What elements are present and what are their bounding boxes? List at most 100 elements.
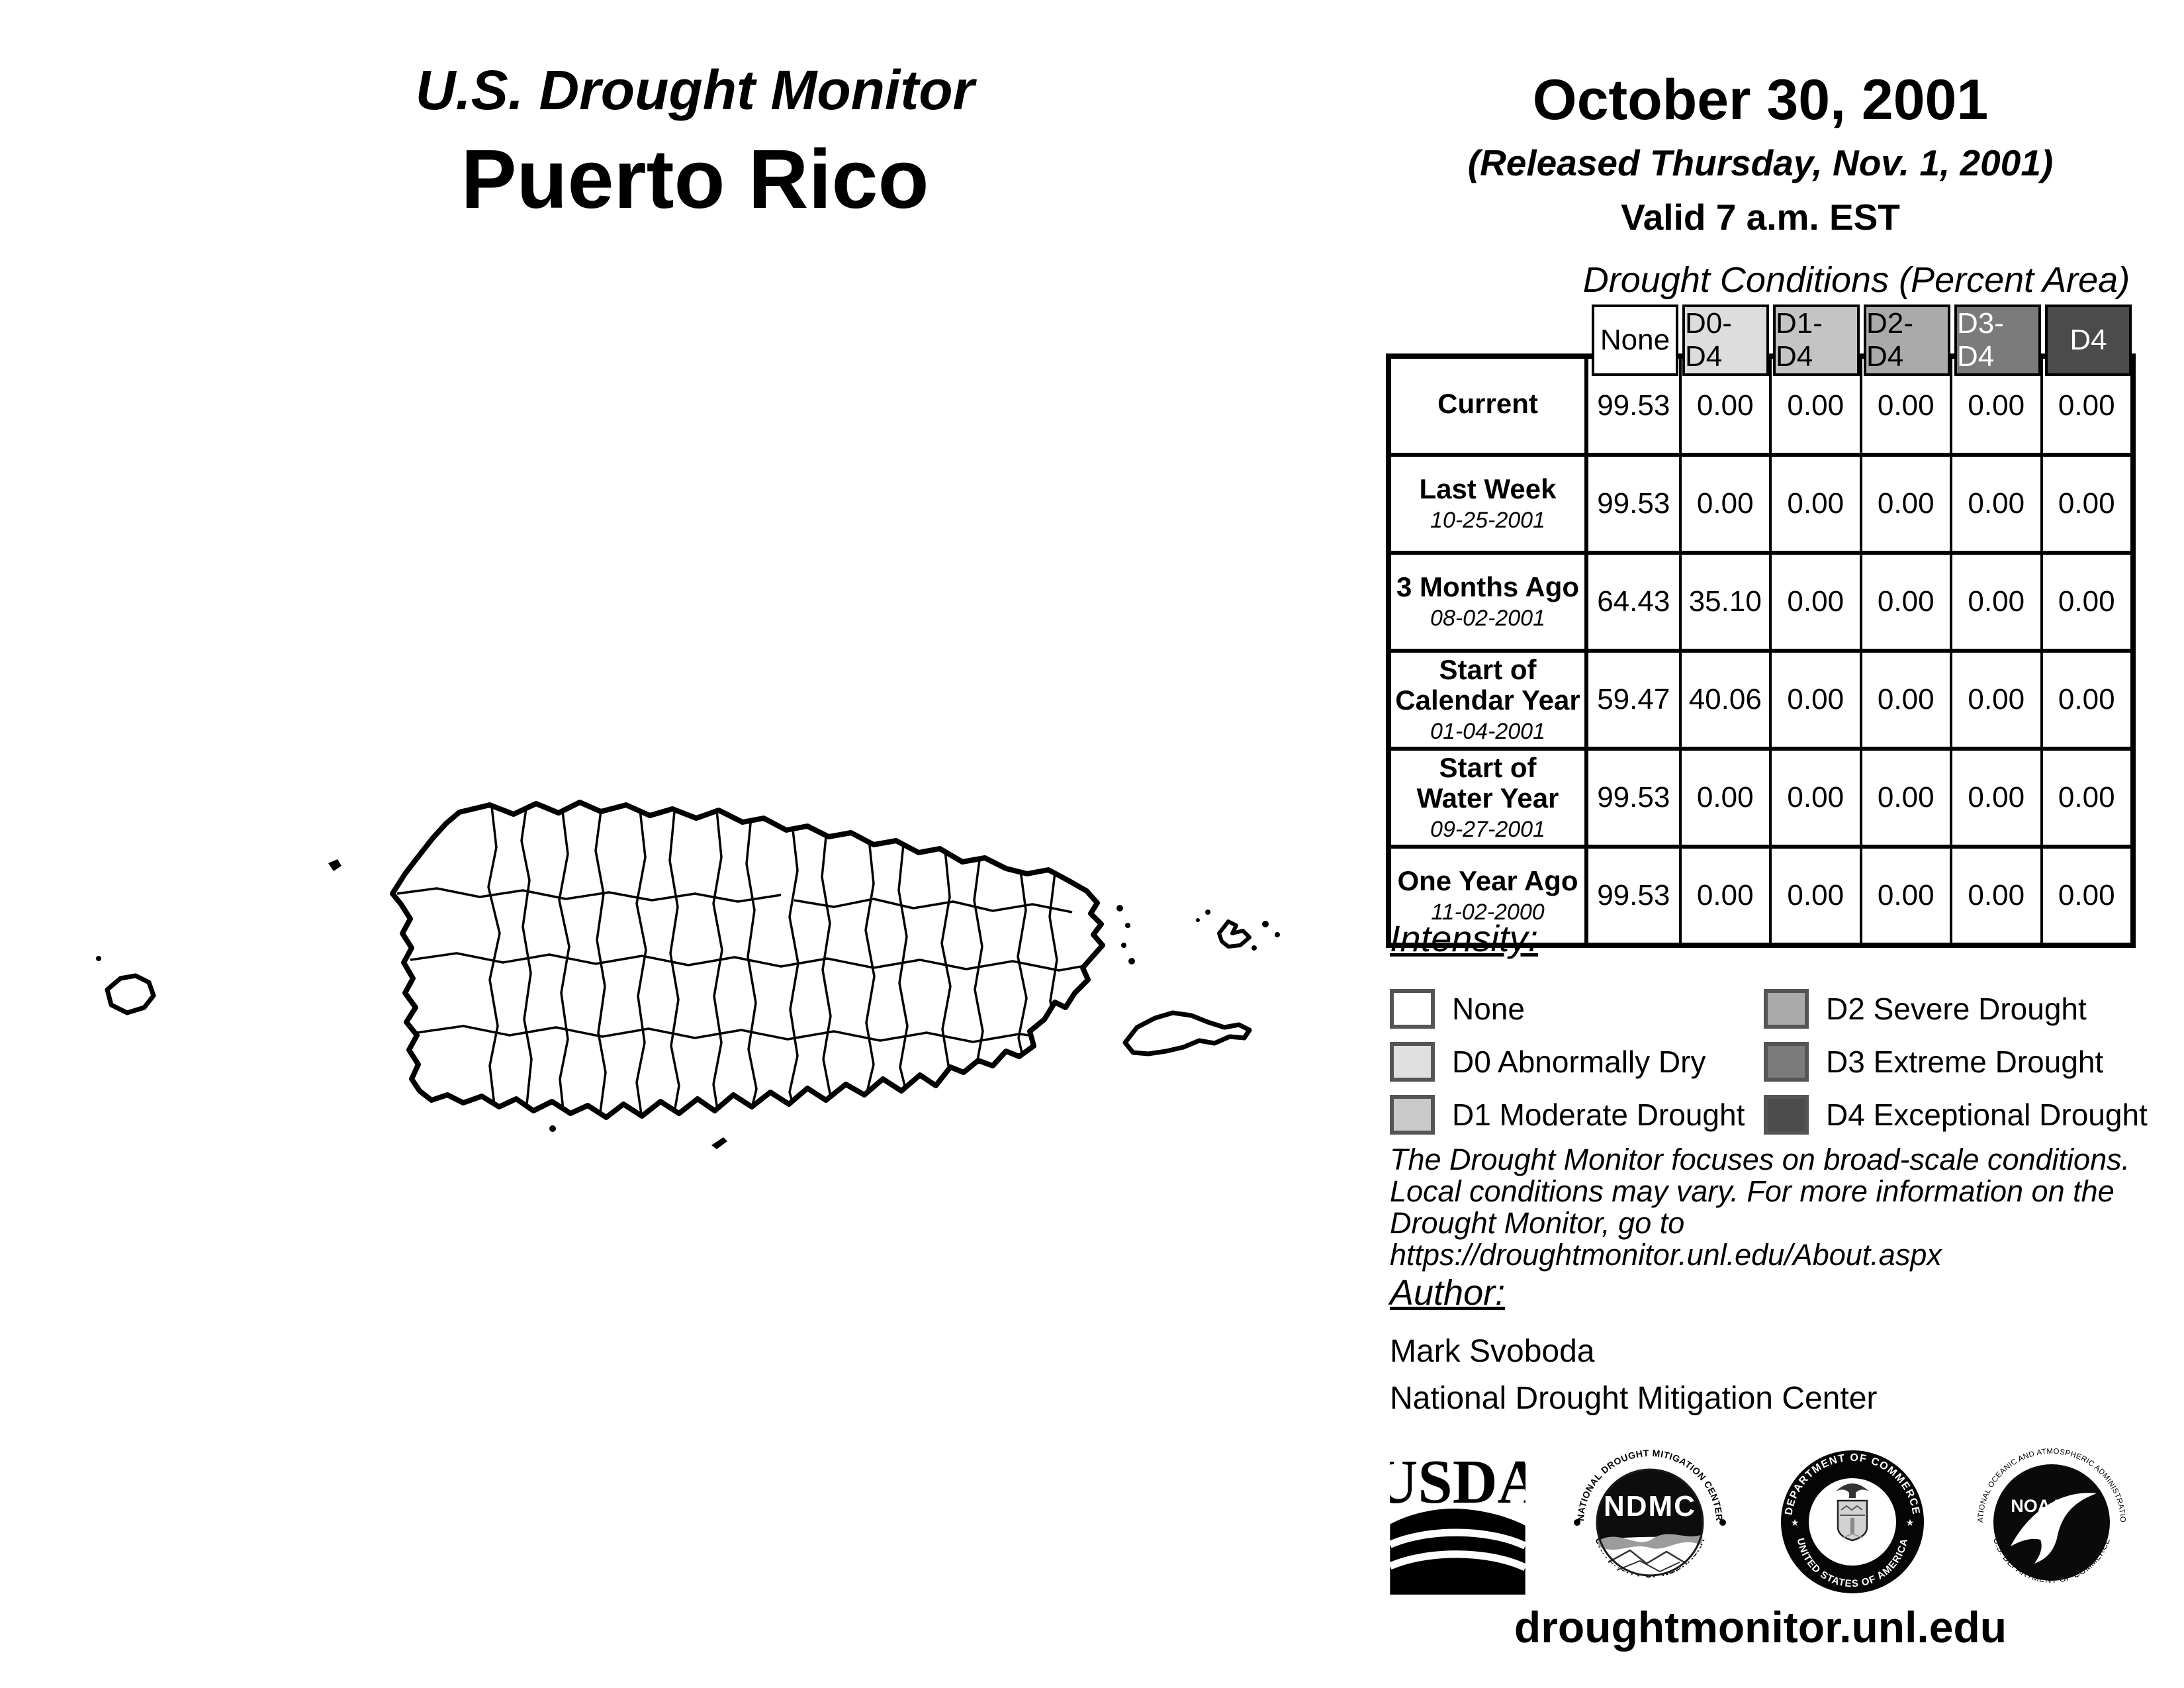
value-cell: 0.00 bbox=[2040, 359, 2131, 453]
value-cell: 0.00 bbox=[1769, 751, 1860, 845]
table-row-start-water-year: Start of Water Year 09-27-2001 99.53 0.0… bbox=[1391, 747, 2130, 845]
value-cell: 0.00 bbox=[1769, 457, 1860, 551]
caja-de-muertos-island bbox=[711, 1137, 727, 1149]
row-date: 11-02-2000 bbox=[1431, 900, 1545, 925]
row-date: 08-02-2001 bbox=[1430, 606, 1545, 632]
column-header-d0d4: D0-D4 bbox=[1682, 305, 1769, 376]
noaa-logo: NATIONAL OCEANIC AND ATMOSPHERIC ADMINIS… bbox=[1972, 1436, 2126, 1585]
table-title: Drought Conditions (Percent Area) bbox=[1582, 260, 2130, 300]
disclaimer: The Drought Monitor focuses on broad-sca… bbox=[1390, 1143, 2184, 1272]
intensity-legend: Intensity: None D0 Abnormally Dry D1 Mod… bbox=[1390, 917, 2158, 1141]
ndmc-wordmark: NDMC bbox=[1604, 1490, 1696, 1523]
mona-island bbox=[105, 973, 156, 1015]
ndmc-logo: NATIONAL DROUGHT MITIGATION CENTER UNIVE… bbox=[1574, 1448, 1727, 1580]
value-cell: 40.06 bbox=[1678, 653, 1770, 747]
row-date: 09-27-2001 bbox=[1430, 816, 1545, 842]
noaa-wordmark: NOAA bbox=[2011, 1496, 2064, 1516]
fajardo-islet bbox=[1128, 958, 1135, 964]
table-header-row: None D0-D4 D1-D4 D2-D4 D3-D4 D4 bbox=[1590, 305, 2136, 376]
column-header-d1d4: D1-D4 bbox=[1773, 305, 1860, 376]
value-cell: 0.00 bbox=[1859, 751, 1950, 845]
row-date: 01-04-2001 bbox=[1430, 718, 1545, 744]
author-name: Mark Svoboda bbox=[1390, 1334, 1595, 1369]
value-cell: 0.00 bbox=[1678, 457, 1770, 551]
value-cell: 0.00 bbox=[2040, 653, 2131, 747]
footer-url: droughtmonitor.unl.edu bbox=[1514, 1603, 2007, 1652]
culebra-islet bbox=[1196, 918, 1200, 922]
value-cell: 0.00 bbox=[1859, 457, 1950, 551]
value-cell: 99.53 bbox=[1597, 487, 1670, 520]
row-date: 10-25-2001 bbox=[1430, 508, 1545, 534]
row-label: Start of Calendar Year bbox=[1395, 654, 1580, 716]
row-label: Last Week bbox=[1419, 473, 1557, 504]
commerce-star-right: ★ bbox=[1905, 1517, 1914, 1528]
value-cell: 0.00 bbox=[1950, 457, 2040, 551]
culebra-island bbox=[1217, 919, 1251, 949]
report-date: October 30, 2001 bbox=[1532, 68, 1989, 132]
fajardo-islet bbox=[1121, 943, 1126, 948]
value-cell: 0.00 bbox=[1859, 359, 1950, 453]
legend-item-none: None bbox=[1390, 982, 1764, 1035]
legend-item-d3: D3 Extreme Drought bbox=[1764, 1035, 2158, 1088]
commerce-seal-logo: DEPARTMENT OF COMMERCE UNITED STATES OF … bbox=[1780, 1450, 1924, 1593]
column-header-d3d4: D3-D4 bbox=[1954, 305, 2041, 376]
legend-swatch-none bbox=[1390, 989, 1435, 1029]
value-cell: 0.00 bbox=[1769, 653, 1860, 747]
vieques-island bbox=[1122, 1010, 1252, 1056]
culebra-islet bbox=[1251, 945, 1257, 951]
legend-item-d2: D2 Severe Drought bbox=[1764, 982, 2158, 1035]
culebra-islet bbox=[1262, 921, 1269, 927]
row-label: Start of Water Year bbox=[1416, 752, 1559, 814]
value-cell: 0.00 bbox=[1859, 555, 1950, 649]
value-cell: 0.00 bbox=[1859, 849, 1950, 943]
value-cell: 0.00 bbox=[2040, 555, 2131, 649]
value-cell: 0.00 bbox=[1769, 849, 1860, 943]
legend-heading: Intensity: bbox=[1390, 917, 1539, 959]
commerce-star-left: ★ bbox=[1790, 1517, 1799, 1528]
desecheo-island bbox=[328, 859, 341, 871]
agency-logos: USDA NATIONAL DROUGHT MITIGATION CENTER … bbox=[1390, 1436, 2131, 1602]
column-header-none: None bbox=[1592, 305, 1678, 376]
table-body: Current 99.53 0.00 0.00 0.00 0.00 0.00 L… bbox=[1386, 353, 2136, 948]
value-cell: 0.00 bbox=[1769, 359, 1860, 453]
row-label: Current bbox=[1437, 388, 1538, 420]
value-cell: 59.47 bbox=[1597, 683, 1670, 716]
value-cell: 99.53 bbox=[1597, 389, 1670, 422]
table-row-current: Current 99.53 0.00 0.00 0.00 0.00 0.00 bbox=[1391, 359, 2130, 453]
small-islet-south bbox=[549, 1125, 556, 1132]
legend-item-d4: D4 Exceptional Drought bbox=[1764, 1088, 2158, 1141]
value-cell: 64.43 bbox=[1597, 585, 1670, 618]
row-label: 3 Months Ago bbox=[1396, 571, 1580, 602]
value-cell: 0.00 bbox=[2040, 457, 2131, 551]
value-cell: 0.00 bbox=[1950, 751, 2040, 845]
table-row-start-calendar-year: Start of Calendar Year 01-04-2001 59.47 … bbox=[1391, 649, 2130, 747]
region-title: Puerto Rico bbox=[461, 132, 929, 226]
release-date: (Released Thursday, Nov. 1, 2001) bbox=[1467, 142, 2054, 183]
column-header-d2d4: D2-D4 bbox=[1864, 305, 1950, 376]
fajardo-islet bbox=[1125, 923, 1130, 928]
value-cell: 0.00 bbox=[1769, 555, 1860, 649]
value-cell: 99.53 bbox=[1597, 879, 1670, 912]
puerto-rico-map bbox=[96, 800, 1280, 1149]
disclaimer-line: Local conditions may vary. For more info… bbox=[1390, 1174, 2115, 1209]
disclaimer-line: The Drought Monitor focuses on broad-sca… bbox=[1390, 1143, 2130, 1176]
value-cell: 0.00 bbox=[1678, 359, 1770, 453]
municipality-boundaries bbox=[396, 802, 1089, 1117]
report-title: U.S. Drought Monitor bbox=[415, 59, 975, 121]
row-label: One Year Ago bbox=[1397, 865, 1578, 896]
value-cell: 0.00 bbox=[1678, 849, 1770, 943]
value-cell: 0.00 bbox=[1859, 653, 1950, 747]
value-cell: 0.00 bbox=[1678, 751, 1770, 845]
legend-item-d1: D1 Moderate Drought bbox=[1390, 1088, 1764, 1141]
commerce-eagle bbox=[1835, 1483, 1869, 1498]
disclaimer-line: Drought Monitor, go to https://droughtmo… bbox=[1390, 1206, 1942, 1272]
value-cell: 0.00 bbox=[1950, 555, 2040, 649]
table-row-last-week: Last Week 10-25-2001 99.53 0.00 0.00 0.0… bbox=[1391, 453, 2130, 551]
culebra-islet bbox=[1275, 932, 1280, 937]
legend-swatch-d1 bbox=[1390, 1095, 1435, 1135]
legend-swatch-d4 bbox=[1764, 1095, 1809, 1135]
author-heading: Author: bbox=[1390, 1273, 1506, 1313]
value-cell: 0.00 bbox=[1950, 849, 2040, 943]
value-cell: 0.00 bbox=[2040, 751, 2131, 845]
legend-swatch-d0 bbox=[1390, 1042, 1435, 1082]
